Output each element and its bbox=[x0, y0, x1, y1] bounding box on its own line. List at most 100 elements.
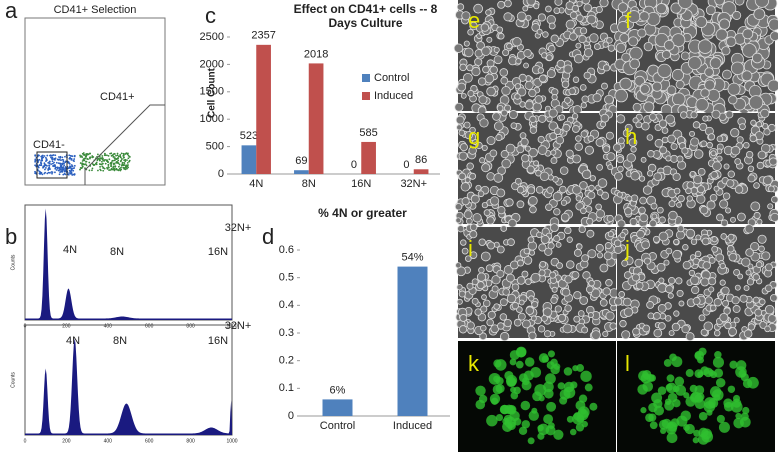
cell bbox=[578, 34, 587, 44]
cell bbox=[668, 210, 678, 221]
cell bbox=[673, 310, 680, 317]
cell bbox=[722, 192, 731, 200]
flow-dot bbox=[107, 163, 110, 166]
cell bbox=[716, 135, 724, 143]
cell bbox=[543, 414, 554, 424]
cell bbox=[595, 209, 606, 219]
flow-dot bbox=[41, 173, 44, 176]
cell bbox=[550, 34, 559, 43]
x-tick-label: 400 bbox=[104, 438, 113, 444]
cell bbox=[673, 238, 680, 245]
cell bbox=[457, 225, 465, 233]
cell bbox=[538, 243, 547, 252]
cell bbox=[456, 298, 463, 305]
cell bbox=[575, 195, 582, 202]
cell bbox=[725, 36, 737, 47]
cell bbox=[507, 218, 517, 228]
cell bbox=[734, 0, 745, 6]
cell bbox=[667, 292, 674, 299]
cell bbox=[518, 73, 527, 82]
bar bbox=[308, 63, 324, 174]
cell bbox=[569, 11, 578, 20]
cell bbox=[742, 406, 750, 415]
cell bbox=[595, 138, 605, 147]
flow-dot bbox=[117, 165, 120, 168]
flow-dot bbox=[103, 167, 106, 170]
legend-label: Induced bbox=[374, 90, 413, 102]
cell bbox=[719, 262, 726, 270]
cell bbox=[700, 140, 708, 148]
cell bbox=[602, 145, 611, 153]
cell bbox=[495, 134, 503, 142]
flow-dot bbox=[128, 160, 131, 163]
cell bbox=[475, 385, 486, 396]
flow-dot bbox=[111, 159, 114, 162]
cell bbox=[506, 293, 517, 304]
cell bbox=[696, 194, 706, 204]
flow-dot bbox=[50, 171, 53, 173]
flow-dot bbox=[103, 159, 106, 161]
flow-dot bbox=[91, 163, 94, 165]
cell bbox=[621, 330, 631, 340]
cell bbox=[562, 123, 571, 132]
cell bbox=[596, 189, 604, 196]
cell bbox=[664, 400, 675, 411]
cell bbox=[469, 230, 478, 239]
flow-dot bbox=[81, 152, 84, 155]
cell bbox=[524, 145, 531, 152]
cell bbox=[572, 154, 582, 164]
cell bbox=[705, 5, 716, 16]
cell bbox=[510, 386, 517, 393]
cell bbox=[595, 5, 603, 14]
flow-dot bbox=[126, 161, 129, 164]
cell bbox=[483, 209, 491, 217]
x-tick-label: 0 bbox=[24, 438, 27, 444]
flow-dot bbox=[48, 164, 50, 167]
cell bbox=[698, 314, 706, 322]
cell bbox=[569, 428, 577, 436]
flow-dot bbox=[112, 163, 115, 165]
cell bbox=[723, 401, 734, 412]
cell bbox=[675, 79, 685, 90]
cell bbox=[484, 73, 495, 84]
flow-dot bbox=[122, 153, 125, 155]
cell bbox=[746, 278, 755, 286]
cell bbox=[687, 56, 702, 70]
cell bbox=[712, 161, 722, 171]
cell bbox=[727, 233, 735, 241]
cell bbox=[491, 275, 501, 285]
cell bbox=[727, 245, 735, 253]
flow-dot bbox=[44, 164, 47, 166]
cell bbox=[677, 225, 685, 233]
cell bbox=[680, 111, 688, 119]
cell bbox=[761, 143, 771, 154]
legend-swatch bbox=[362, 74, 370, 82]
cell bbox=[457, 82, 467, 92]
flow-dot bbox=[60, 159, 62, 162]
cell bbox=[710, 171, 719, 179]
cell bbox=[743, 285, 750, 292]
cell bbox=[650, 202, 658, 210]
cell bbox=[704, 79, 716, 91]
flow-dot bbox=[81, 165, 84, 168]
cell bbox=[663, 359, 672, 367]
cell bbox=[686, 195, 693, 202]
cell bbox=[493, 46, 500, 53]
cell bbox=[471, 66, 481, 77]
cell bbox=[663, 40, 675, 51]
cell bbox=[514, 93, 521, 100]
cell bbox=[489, 65, 498, 74]
cell bbox=[579, 296, 589, 305]
flow-dot bbox=[43, 155, 46, 157]
flow-dot bbox=[114, 165, 117, 168]
flow-dot bbox=[89, 152, 91, 155]
cell bbox=[639, 84, 650, 95]
cell bbox=[675, 277, 683, 285]
cell bbox=[707, 88, 721, 102]
cell bbox=[715, 377, 726, 388]
flow-dot bbox=[91, 167, 94, 170]
cell bbox=[588, 184, 595, 192]
cell bbox=[481, 144, 488, 151]
legend-label: Control bbox=[374, 72, 409, 84]
cell bbox=[573, 248, 582, 257]
